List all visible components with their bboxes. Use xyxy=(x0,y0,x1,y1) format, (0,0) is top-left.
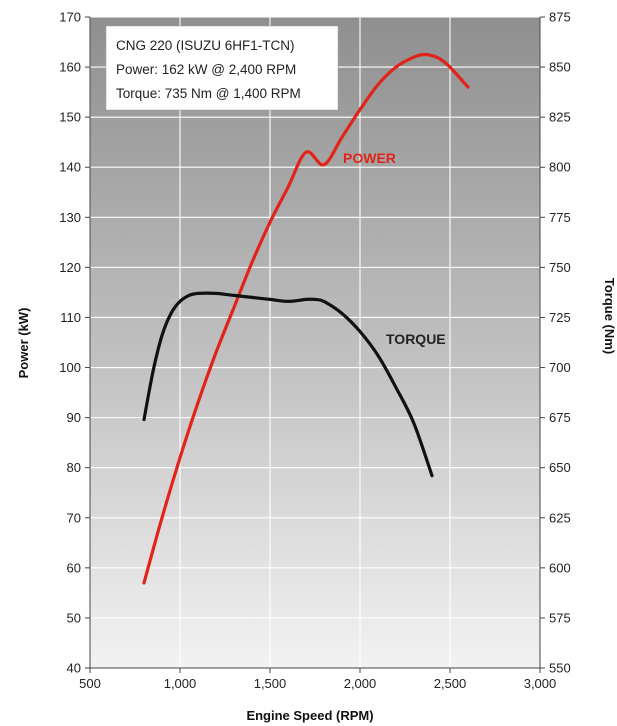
y-left-tick-label: 70 xyxy=(67,510,81,525)
y-right-tick-label: 625 xyxy=(549,510,571,525)
y-right-tick-label: 850 xyxy=(549,60,571,75)
y-right-tick-label: 800 xyxy=(549,160,571,175)
x-tick-label: 1,500 xyxy=(254,676,287,691)
y-left-axis-title: Power (kW) xyxy=(16,308,31,379)
torque-series-line xyxy=(142,291,434,478)
x-tick-label: 2,500 xyxy=(434,676,467,691)
x-tick-label: 3,000 xyxy=(524,676,557,691)
y-left-tick-label: 50 xyxy=(67,610,81,625)
torque-series-label: TORQUE xyxy=(386,331,446,347)
y-right-axis-title: Torque (Nm) xyxy=(602,278,617,354)
series-layer xyxy=(142,52,470,585)
x-axis-title: Engine Speed (RPM) xyxy=(246,708,373,723)
y-right-tick-label: 700 xyxy=(549,360,571,375)
y-left-tick-label: 80 xyxy=(67,460,81,475)
y-right-tick-label: 650 xyxy=(549,460,571,475)
y-left-tick-label: 150 xyxy=(59,110,81,125)
power-series-line xyxy=(142,52,470,585)
y-right-tick-label: 825 xyxy=(549,110,571,125)
plot-area xyxy=(90,17,540,668)
info-line-power: Power: 162 kW @ 2,400 RPM xyxy=(116,62,296,77)
x-tick-label: 1,000 xyxy=(164,676,197,691)
y-right-tick-label: 725 xyxy=(549,310,571,325)
axis-ticks: 40 50 60 70 80 90 100 110 120 130 140 150 160 170 550 5… xyxy=(59,10,570,692)
y-right-tick-label: 675 xyxy=(549,410,571,425)
y-right-tick-label: 600 xyxy=(549,560,571,575)
y-right-tick-label: 750 xyxy=(549,260,571,275)
x-tick-label: 500 xyxy=(79,676,101,691)
y-left-tick-label: 90 xyxy=(67,410,81,425)
y-right-tick-label: 550 xyxy=(549,661,571,676)
y-left-tick-label: 140 xyxy=(59,160,81,175)
info-box: CNG 220 (ISUZU 6HF1-TCN) Power: 162 kW @… xyxy=(105,25,339,111)
x-tick-label: 2,000 xyxy=(344,676,377,691)
power-series-label: POWER xyxy=(343,150,396,166)
info-box-background xyxy=(105,25,339,111)
y-left-tick-label: 110 xyxy=(60,310,81,325)
y-left-tick-label: 100 xyxy=(59,360,81,375)
info-line-torque: Torque: 735 Nm @ 1,400 RPM xyxy=(116,86,301,101)
y-left-tick-label: 60 xyxy=(67,560,81,575)
y-left-tick-label: 170 xyxy=(59,10,81,25)
y-right-tick-label: 875 xyxy=(549,10,571,25)
y-left-tick-label: 120 xyxy=(59,260,81,275)
y-left-tick-label: 40 xyxy=(67,661,81,676)
info-line-model: CNG 220 (ISUZU 6HF1-TCN) xyxy=(116,38,295,53)
y-right-tick-label: 775 xyxy=(549,210,571,225)
y-left-tick-label: 160 xyxy=(59,60,81,75)
y-right-tick-label: 575 xyxy=(549,610,571,625)
y-left-tick-label: 130 xyxy=(59,210,81,225)
